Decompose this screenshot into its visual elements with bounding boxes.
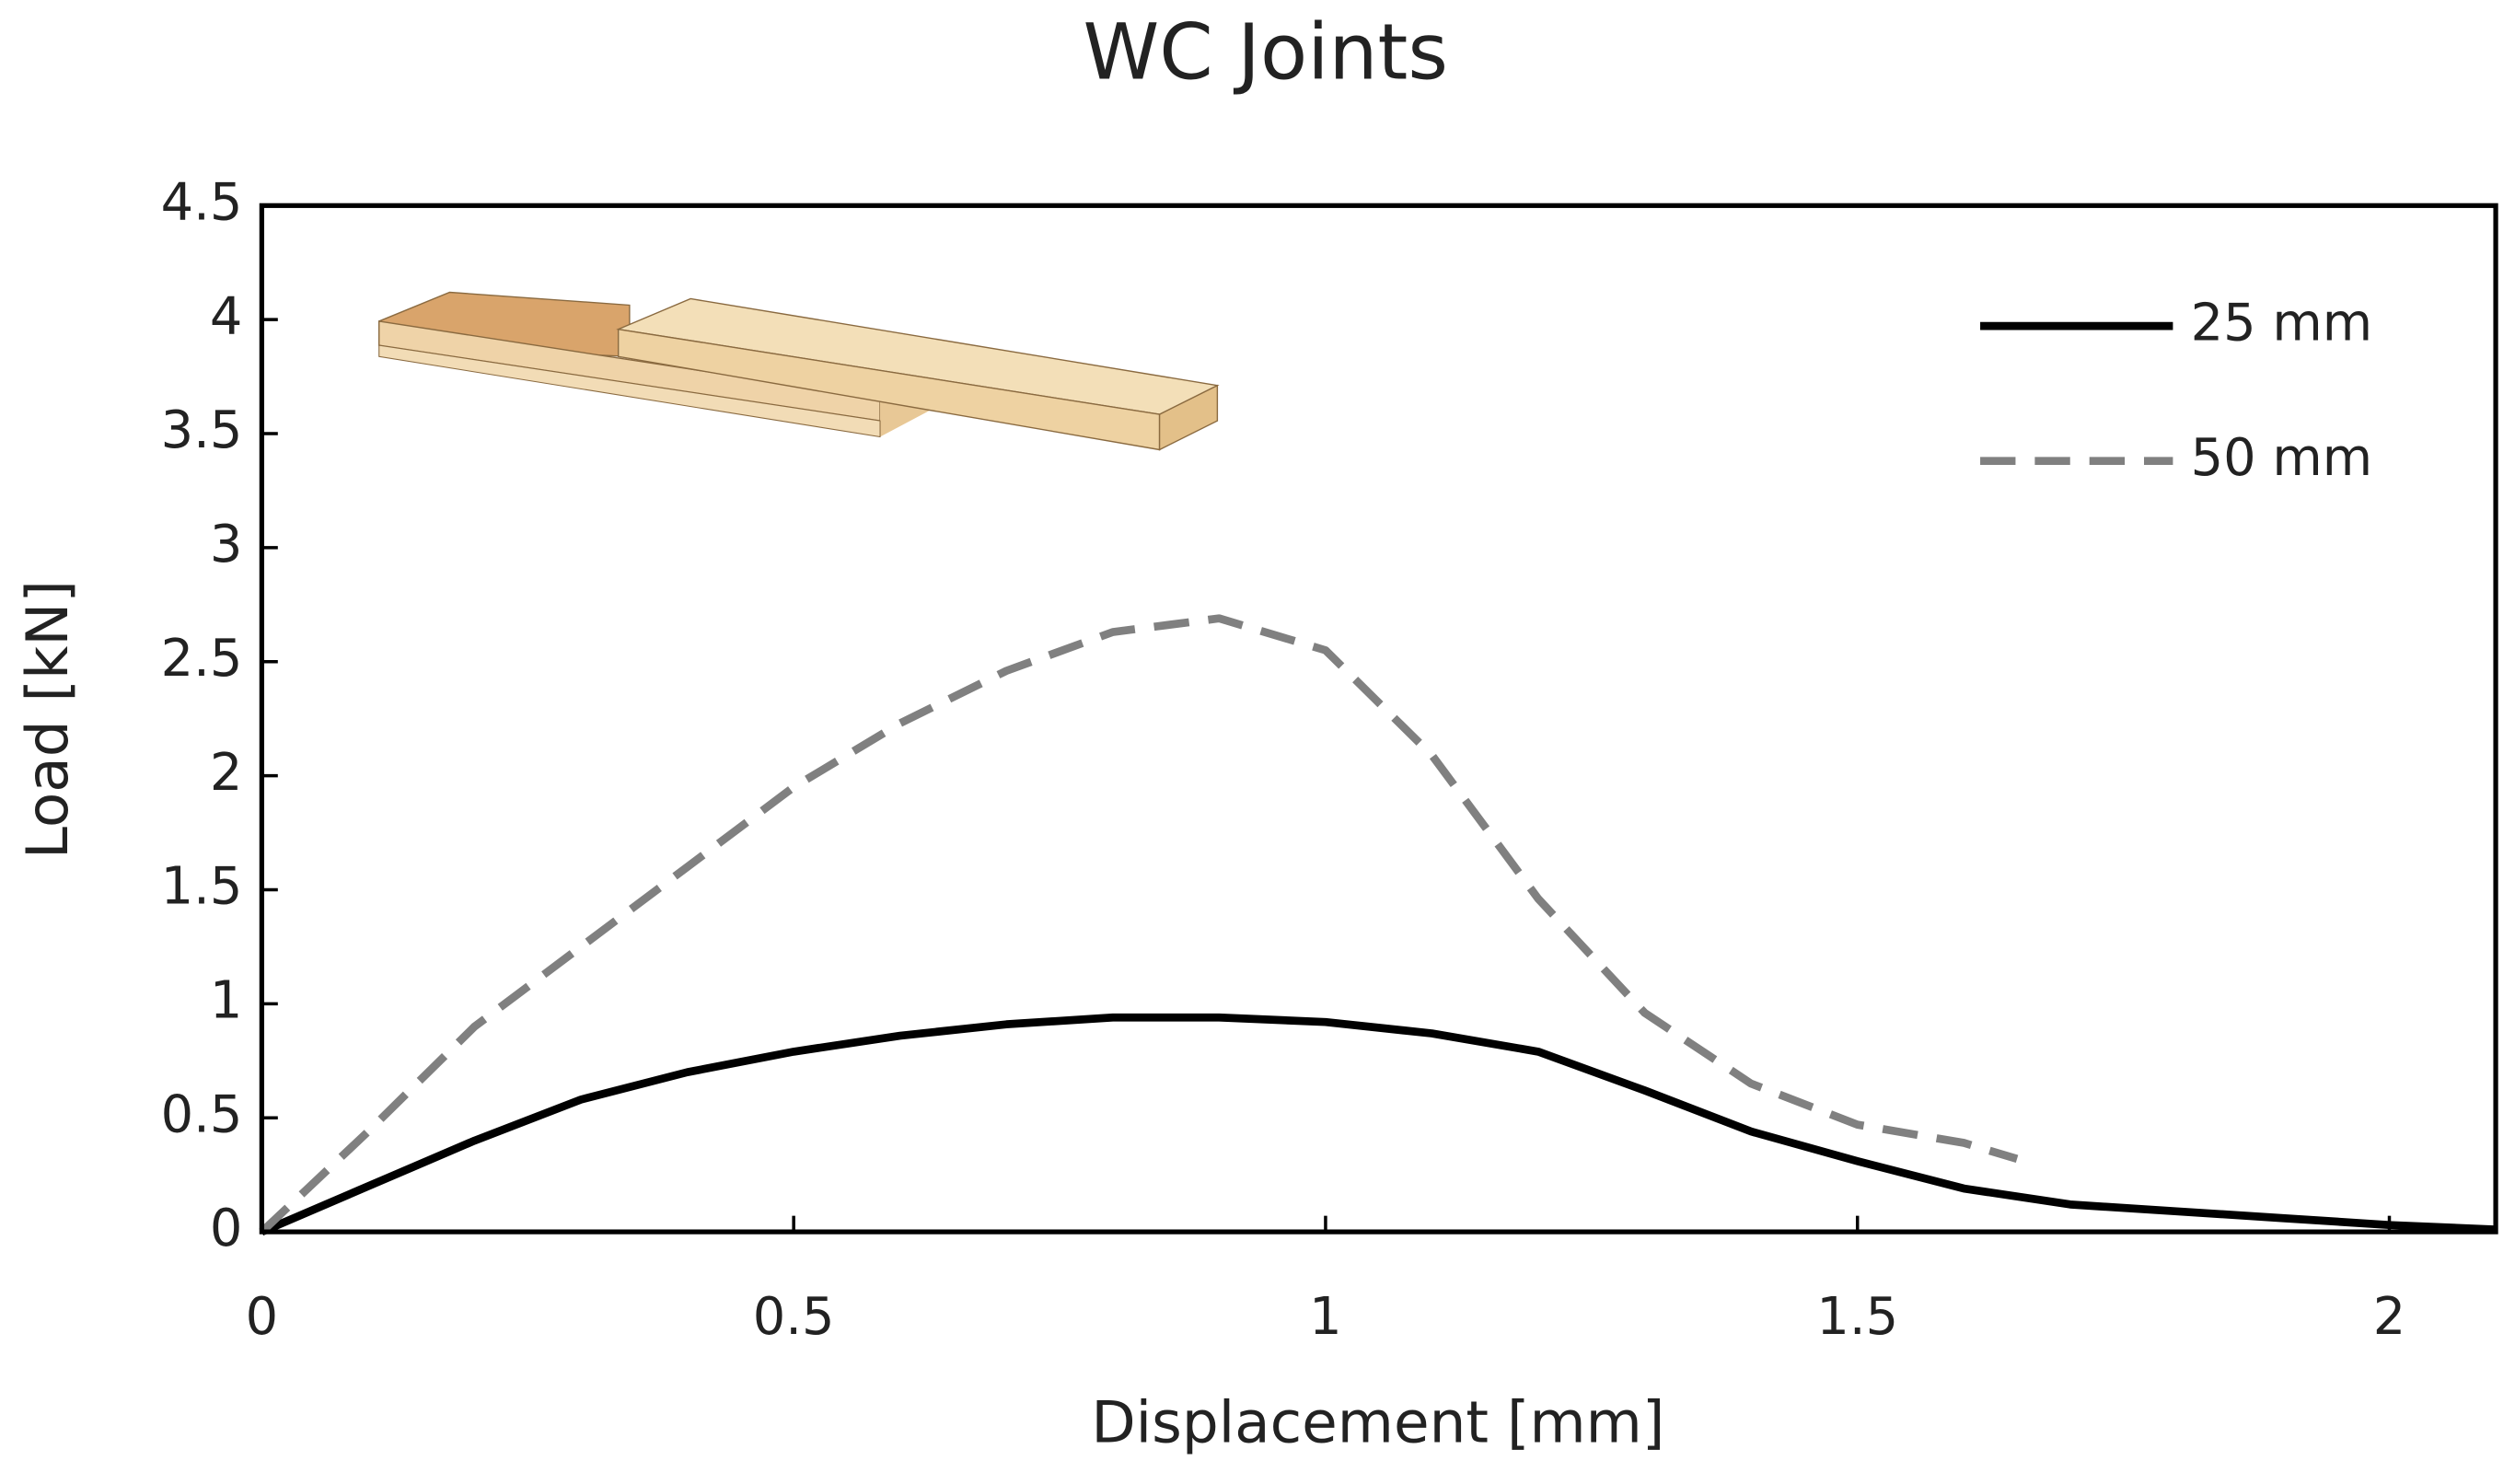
- x-axis-label: Displacement [mm]: [1091, 1388, 1664, 1455]
- y-tick-label: 0: [210, 1199, 243, 1258]
- x-tick-label: 2: [2373, 1287, 2406, 1347]
- x-tick-label: 0.5: [753, 1287, 835, 1347]
- legend-label: 50 mm: [2191, 428, 2372, 488]
- y-tick-label: 4: [210, 286, 243, 346]
- series-line: [260, 1013, 2497, 1236]
- legend-label: 25 mm: [2191, 293, 2372, 353]
- y-tick-label: 2.5: [161, 629, 243, 689]
- series-line: [259, 614, 2019, 1235]
- x-tick-label: 1.5: [1816, 1287, 1898, 1347]
- y-tick-label: 1: [210, 970, 243, 1030]
- y-tick-label: 1.5: [161, 857, 243, 917]
- joint-illustration: [378, 291, 1220, 451]
- y-tick-label: 3: [210, 515, 243, 574]
- y-tick-label: 3.5: [161, 400, 243, 460]
- y-tick-label: 0.5: [161, 1084, 243, 1144]
- x-tick-label: 1: [1309, 1287, 1342, 1347]
- plot-area: 0 0.5 1 1.5 2 0 0.5 1 1.5 2 2.5 3 3.5 4 4.5 25 mm 50 mm: [161, 172, 2497, 1347]
- y-tick-label: 4.5: [161, 172, 243, 232]
- plot-frame: [259, 203, 2498, 1235]
- chart-title: WC Joints: [1083, 7, 1448, 98]
- y-axis-label: Load [kN]: [14, 580, 81, 859]
- y-tick-label: 2: [210, 743, 243, 803]
- x-tick-label: 0: [246, 1287, 279, 1347]
